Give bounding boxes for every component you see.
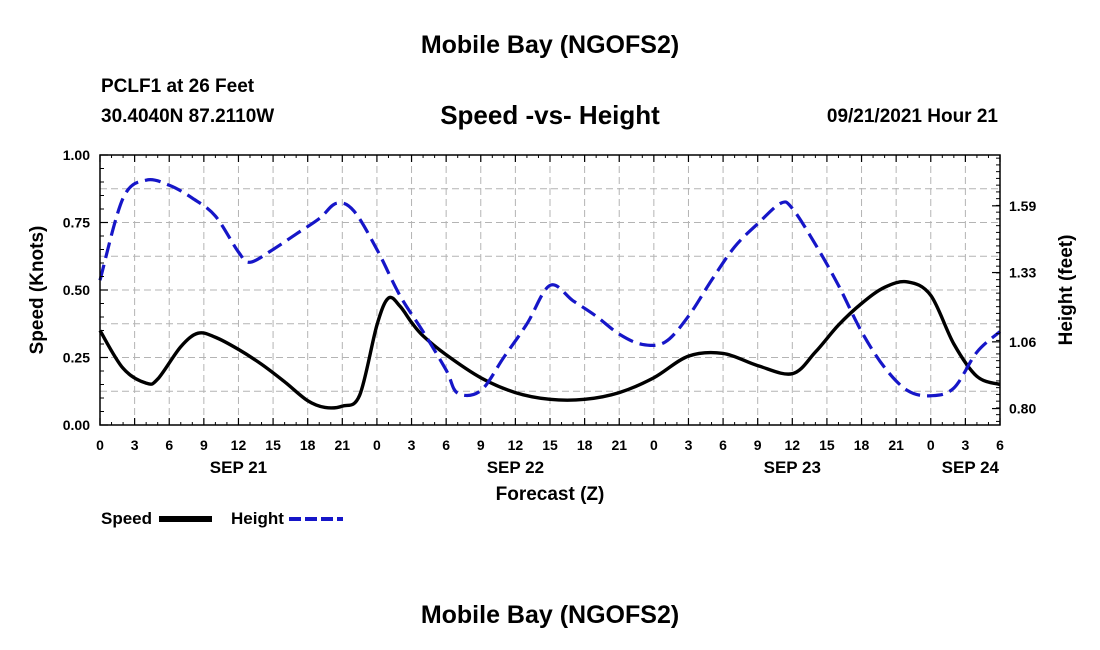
x-tick-label: 6 bbox=[719, 437, 727, 453]
x-tick-label: 6 bbox=[165, 437, 173, 453]
day-label: SEP 24 bbox=[942, 458, 1000, 477]
x-axis-label: Forecast (Z) bbox=[496, 484, 605, 505]
x-tick-label: 15 bbox=[265, 437, 281, 453]
x-tick-label: 12 bbox=[785, 437, 801, 453]
x-tick-label: 18 bbox=[300, 437, 316, 453]
y2-tick-label: 1.59 bbox=[1009, 198, 1036, 214]
y-axis-label: Speed (Knots) bbox=[27, 226, 48, 355]
day-label: SEP 23 bbox=[764, 458, 821, 477]
y2-tick-label: 0.80 bbox=[1009, 401, 1036, 417]
y2-tick-label: 1.33 bbox=[1009, 265, 1036, 281]
grid-lines bbox=[100, 155, 1000, 425]
day-label: SEP 22 bbox=[487, 458, 544, 477]
axes-layer: 0 3 6 9 12 15 18 21 0 3 6 9 12 15 18 21 0 3 6 9 12 15 18 21 0 3 6 S… bbox=[63, 147, 1037, 477]
y2-tick-label: 1.06 bbox=[1009, 334, 1036, 350]
y-tick-label: 1.00 bbox=[63, 147, 90, 163]
x-tick-label: 15 bbox=[542, 437, 558, 453]
legend-height-label: Height bbox=[231, 509, 284, 528]
y-tick-label: 0.75 bbox=[63, 215, 90, 231]
x-tick-label: 9 bbox=[754, 437, 762, 453]
speed-series-line bbox=[98, 279, 1001, 410]
height-series-line bbox=[98, 178, 1002, 398]
x-tick-label: 12 bbox=[231, 437, 247, 453]
x-tick-label: 3 bbox=[685, 437, 693, 453]
x-tick-label: 12 bbox=[508, 437, 524, 453]
x-tick-label: 3 bbox=[408, 437, 416, 453]
station-label: PCLF1 at 26 Feet bbox=[101, 76, 255, 97]
y2-axis-label: Height (feet) bbox=[1056, 235, 1077, 346]
x-tick-label: 15 bbox=[819, 437, 835, 453]
x-tick-label: 9 bbox=[477, 437, 485, 453]
x-tick-label: 9 bbox=[200, 437, 208, 453]
x-tick-label: 18 bbox=[854, 437, 870, 453]
x-tick-label: 21 bbox=[335, 437, 351, 453]
x-tick-label: 0 bbox=[927, 437, 935, 453]
x-tick-label: 0 bbox=[373, 437, 381, 453]
x-tick-label: 0 bbox=[96, 437, 104, 453]
x-tick-label: 6 bbox=[442, 437, 450, 453]
day-label: SEP 21 bbox=[210, 458, 267, 477]
y-tick-label: 0.25 bbox=[63, 350, 90, 366]
footer-title: Mobile Bay (NGOFS2) bbox=[420, 601, 680, 629]
x-tick-label: 3 bbox=[961, 437, 969, 453]
y-tick-label: 0.50 bbox=[63, 282, 90, 298]
forecast-datetime: 09/21/2021 Hour 21 bbox=[826, 106, 998, 127]
station-coords: 30.4040N 87.2110W bbox=[101, 106, 275, 127]
x-tick-label: 21 bbox=[888, 437, 904, 453]
x-tick-label: 3 bbox=[131, 437, 139, 453]
legend-speed-label: Speed bbox=[101, 509, 153, 528]
series-layer bbox=[98, 178, 1002, 410]
x-tick-label: 0 bbox=[650, 437, 658, 453]
legend-height-swatch bbox=[289, 517, 343, 521]
x-tick-label: 18 bbox=[577, 437, 593, 453]
legend-speed-swatch bbox=[159, 516, 212, 522]
x-tick-label: 6 bbox=[996, 437, 1004, 453]
x-tick-label: 21 bbox=[611, 437, 627, 453]
chart-subtitle: Speed -vs- Height bbox=[440, 100, 660, 130]
chart-title: Mobile Bay (NGOFS2) bbox=[420, 31, 680, 59]
y-tick-label: 0.00 bbox=[63, 417, 90, 433]
